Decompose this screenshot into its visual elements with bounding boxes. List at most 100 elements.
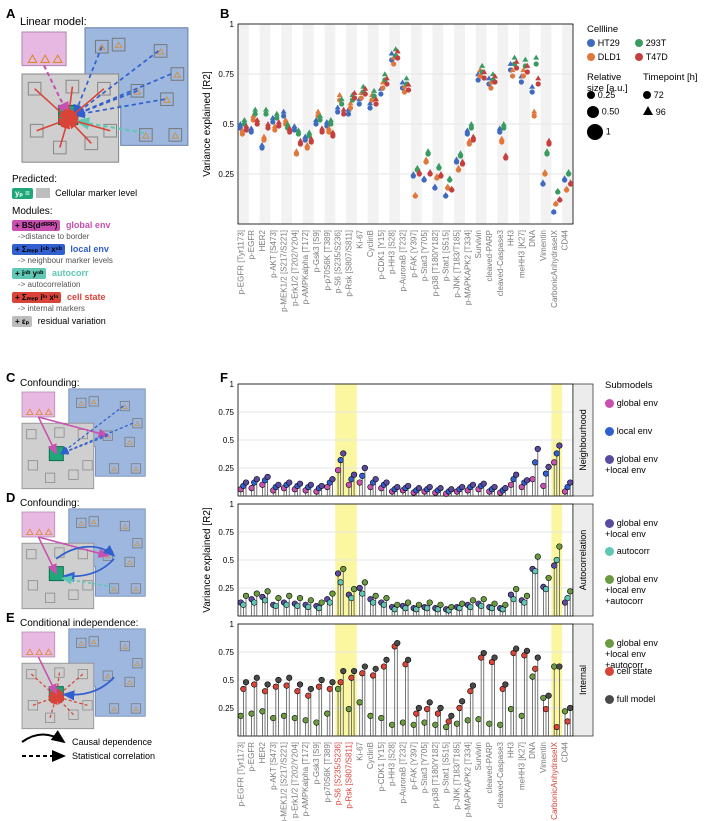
panel-d-title: Confounding: xyxy=(20,498,80,509)
svg-text:CD44: CD44 xyxy=(561,741,570,762)
legend-size-size_1: 1 xyxy=(587,124,611,140)
svg-text:p-Gsk3 [S9]: p-Gsk3 [S9] xyxy=(312,230,321,272)
legend-f-internal-1: cell state xyxy=(605,666,652,677)
svg-text:CD44: CD44 xyxy=(561,229,570,250)
svg-text:p-EGFR [Tyr1173]: p-EGFR [Tyr1173] xyxy=(236,742,245,806)
svg-text:p-FAK [Y397]: p-FAK [Y397] xyxy=(409,230,418,278)
panel-f-neighbourhood: 0.250.50.751Neighbourhood xyxy=(218,380,593,497)
svg-text:0.75: 0.75 xyxy=(218,408,234,417)
svg-text:CarbonicAnhydraseIX: CarbonicAnhydraseIX xyxy=(550,741,559,819)
svg-text:meHH3 [K27]: meHH3 [K27] xyxy=(517,742,526,790)
svg-text:p-HH3 [S28]: p-HH3 [S28] xyxy=(388,230,397,274)
legend-f-neighbourhood-2: global env +local env xyxy=(605,454,658,476)
svg-text:p-S6 [S235/S236]: p-S6 [S235/S236] xyxy=(334,230,343,293)
svg-text:p-AuroraB [T232]: p-AuroraB [T232] xyxy=(399,230,408,291)
svg-text:p-HH3 [S28]: p-HH3 [S28] xyxy=(388,742,397,786)
svg-text:meHH3 [K27]: meHH3 [K27] xyxy=(517,230,526,278)
svg-text:0.75: 0.75 xyxy=(218,528,234,537)
legend-cellline-DLD1: DLD1 xyxy=(587,52,621,63)
panel-f-internal: 0.25 0.5 0.75 1 Internal xyxy=(218,620,593,736)
svg-text:cleaved-Caspase3: cleaved-Caspase3 xyxy=(496,741,505,808)
svg-text:1: 1 xyxy=(230,620,235,629)
svg-text:HER2: HER2 xyxy=(258,229,267,251)
svg-text:Survivin: Survivin xyxy=(474,742,483,770)
svg-text:CyclinB: CyclinB xyxy=(366,230,375,257)
svg-text:p-JNK [T183/T185]: p-JNK [T183/T185] xyxy=(453,230,462,298)
svg-text:p-AMPKalpha [T172]: p-AMPKalpha [T172] xyxy=(301,230,310,304)
svg-text:p-AMPKalpha [T172]: p-AMPKalpha [T172] xyxy=(301,742,310,816)
svg-text:HH3: HH3 xyxy=(507,741,516,758)
svg-text:Neighbourhood: Neighbourhood xyxy=(578,409,588,471)
svg-text:Autocorrelation: Autocorrelation xyxy=(578,530,588,591)
svg-text:p-FAK [Y397]: p-FAK [Y397] xyxy=(409,742,418,790)
svg-text:p-MEK1/2 [S217/S221]: p-MEK1/2 [S217/S221] xyxy=(280,230,289,312)
svg-text:p-AuroraB [T232]: p-AuroraB [T232] xyxy=(399,742,408,803)
svg-text:p-Stat3 [Y705]: p-Stat3 [Y705] xyxy=(420,230,429,281)
svg-text:0.75: 0.75 xyxy=(218,648,234,657)
svg-text:0.25: 0.25 xyxy=(218,704,234,713)
figure-stage: Causal dependence Statistical correlation… xyxy=(0,0,706,821)
legend-f-autocorrelation-1: autocorr xyxy=(605,546,650,557)
svg-text:0.5: 0.5 xyxy=(223,120,235,129)
legend-tp-96: 96 xyxy=(643,106,666,118)
a-module-cell-state: + Σₘₑₚ iᴵⁿ xᴵⁿ cell state-> internal mar… xyxy=(12,292,106,314)
svg-text:p-MAPKAPK2 [T334]: p-MAPKAPK2 [T334] xyxy=(463,230,472,305)
legend-f-neighbourhood-0: global env xyxy=(605,398,658,409)
svg-text:CarbonicAnhydraseIX: CarbonicAnhydraseIX xyxy=(550,229,559,307)
svg-text:Survivin: Survivin xyxy=(474,230,483,258)
svg-text:0.25: 0.25 xyxy=(218,584,234,593)
legend-cellline-T47D: T47D xyxy=(635,52,668,63)
panel-b-plot: 0.25 0.5 0.75 1 Variance explained [R2] xyxy=(202,20,574,224)
svg-text:0.75: 0.75 xyxy=(218,70,234,79)
legend-f-internal-2: full model xyxy=(605,694,655,705)
svg-text:CyclinB: CyclinB xyxy=(366,742,375,769)
svg-text:p-p70S6K [T389]: p-p70S6K [T389] xyxy=(323,742,332,802)
legend-f-title: Submodels xyxy=(605,380,653,391)
legend-tp-title: Timepoint [h] xyxy=(643,72,698,83)
svg-text:1: 1 xyxy=(230,380,235,389)
svg-text:1: 1 xyxy=(230,20,235,29)
svg-text:p-JNK [T183/T185]: p-JNK [T183/T185] xyxy=(453,742,462,810)
a-predicted-expr: yₚ = Cellular marker level xyxy=(12,188,137,199)
svg-text:Ki-67: Ki-67 xyxy=(355,229,364,248)
svg-text:0.5: 0.5 xyxy=(223,556,235,565)
svg-text:p-MEK1/2 [S217/S221]: p-MEK1/2 [S217/S221] xyxy=(280,742,289,821)
svg-text:0.5: 0.5 xyxy=(223,676,235,685)
legend-cellline-title: Cellline xyxy=(587,24,618,35)
svg-text:Vimentin: Vimentin xyxy=(539,742,548,773)
svg-text:cleaved-Caspase3: cleaved-Caspase3 xyxy=(496,229,505,296)
a-modules-label: Modules: xyxy=(12,206,53,217)
svg-text:DNA: DNA xyxy=(528,741,537,759)
a-module-local-env: + Σₘₑₚ iⁿᵇ xⁿᵇ local env-> neighbour mar… xyxy=(12,244,113,266)
a-predicted-label: Predicted: xyxy=(12,174,57,185)
legend-size-size_050: 0.50 xyxy=(587,106,619,118)
svg-text:p-p38 [T180/Y182]: p-p38 [T180/Y182] xyxy=(431,230,440,296)
panel-c-title: Confounding: xyxy=(20,378,80,389)
svg-text:p-Stat1 [S515]: p-Stat1 [S515] xyxy=(442,230,451,281)
svg-text:p-Erk1/2 [T202/Y204]: p-Erk1/2 [T202/Y204] xyxy=(290,230,299,306)
svg-text:HER2: HER2 xyxy=(258,741,267,763)
svg-text:p-Rsk [S807/S811]: p-Rsk [S807/S811] xyxy=(344,742,353,809)
svg-text:Statistical correlation: Statistical correlation xyxy=(72,751,155,761)
legend-f-autocorrelation-0: global env +local env xyxy=(605,518,658,540)
a-module-autocorr: + iⁿᵇ yⁿᵇ autocorr-> autocorrelation xyxy=(12,268,88,290)
legend-cellline-293T: 293T xyxy=(635,38,666,49)
svg-text:Internal: Internal xyxy=(578,665,588,695)
svg-text:Variance explained [R2]: Variance explained [R2] xyxy=(202,71,213,177)
svg-text:Causal dependence: Causal dependence xyxy=(72,737,152,747)
legend-size-size_025: 0.25 xyxy=(587,90,615,101)
svg-text:p-Stat3 [Y705]: p-Stat3 [Y705] xyxy=(420,742,429,793)
svg-text:DNA: DNA xyxy=(528,229,537,247)
svg-text:Vimentin: Vimentin xyxy=(539,230,548,261)
svg-text:0.5: 0.5 xyxy=(223,436,235,445)
svg-text:0.25: 0.25 xyxy=(218,170,234,179)
svg-text:p-AKT [S473]: p-AKT [S473] xyxy=(269,230,278,278)
svg-text:p-Gsk3 [S9]: p-Gsk3 [S9] xyxy=(312,742,321,784)
panel-e-title: Conditional independence: xyxy=(20,618,138,629)
legend-cellline-HT29: HT29 xyxy=(587,38,620,49)
svg-text:Variance explained [R2]: Variance explained [R2] xyxy=(202,507,213,613)
svg-text:p-Erk1/2 [T202/Y204]: p-Erk1/2 [T202/Y204] xyxy=(290,742,299,818)
svg-text:HH3: HH3 xyxy=(507,229,516,246)
panel-a-title: Linear model: xyxy=(20,16,87,28)
svg-text:p-CDK1 [Y15]: p-CDK1 [Y15] xyxy=(377,230,386,279)
